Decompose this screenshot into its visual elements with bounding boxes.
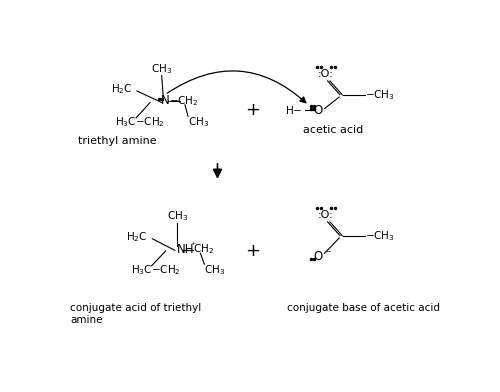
- Text: triethyl amine: triethyl amine: [78, 136, 156, 146]
- Text: O: O: [314, 250, 323, 263]
- Text: :O:: :O:: [318, 69, 334, 79]
- Text: $-$CH$_3$: $-$CH$_3$: [365, 229, 394, 243]
- Text: H$_2$C: H$_2$C: [110, 82, 132, 96]
- Text: CH$_3$: CH$_3$: [151, 62, 172, 76]
- Text: H$-$: H$-$: [286, 104, 303, 116]
- Text: acetic acid: acetic acid: [303, 125, 363, 135]
- Text: CH$_2$: CH$_2$: [192, 243, 214, 256]
- Text: +: +: [245, 242, 260, 260]
- Text: H$_3$C$-$CH$_2$: H$_3$C$-$CH$_2$: [130, 263, 180, 277]
- Text: CH$_3$: CH$_3$: [188, 115, 210, 129]
- Text: $-$CH$_2$: $-$CH$_2$: [170, 94, 199, 108]
- Text: conjugate base of acetic acid: conjugate base of acetic acid: [287, 303, 440, 314]
- Text: $^+$: $^+$: [189, 240, 196, 249]
- Text: NH: NH: [177, 243, 194, 256]
- Text: H$_3$C$-$CH$_2$: H$_3$C$-$CH$_2$: [115, 115, 165, 129]
- Text: conjugate acid of triethyl
amine: conjugate acid of triethyl amine: [70, 303, 202, 325]
- Text: H$_2$C: H$_2$C: [126, 230, 148, 244]
- Text: $^-$: $^-$: [324, 248, 332, 257]
- Text: O: O: [314, 103, 323, 117]
- Text: CH$_3$: CH$_3$: [204, 263, 226, 277]
- Text: $-$CH$_3$: $-$CH$_3$: [365, 88, 394, 102]
- Text: +: +: [245, 101, 260, 119]
- Text: CH$_3$: CH$_3$: [166, 210, 188, 223]
- FancyArrowPatch shape: [167, 71, 306, 103]
- Text: N: N: [160, 94, 169, 107]
- Text: :O:: :O:: [318, 210, 334, 220]
